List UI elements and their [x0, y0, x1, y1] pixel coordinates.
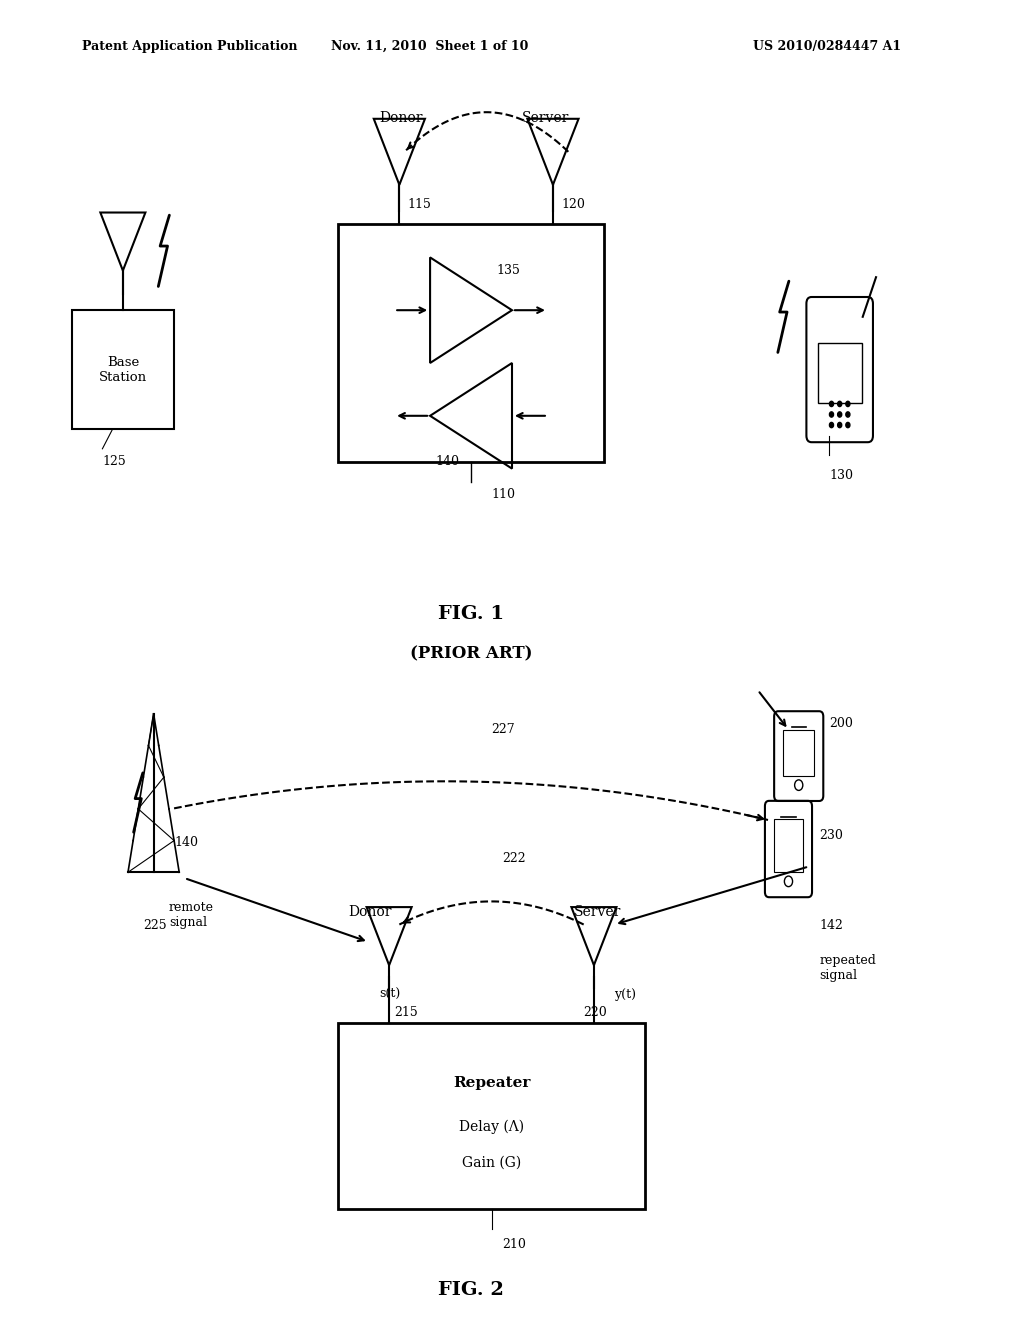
Text: (PRIOR ART): (PRIOR ART): [410, 645, 532, 661]
Circle shape: [838, 412, 842, 417]
Text: 225: 225: [143, 919, 167, 932]
Circle shape: [829, 412, 834, 417]
Text: Donor: Donor: [348, 904, 391, 919]
Text: 140: 140: [174, 836, 198, 849]
Text: 222: 222: [502, 853, 525, 865]
Text: FIG. 1: FIG. 1: [438, 605, 504, 623]
Text: Base
Station: Base Station: [99, 355, 146, 384]
Text: FIG. 2: FIG. 2: [438, 1282, 504, 1299]
Text: Server: Server: [573, 904, 621, 919]
Text: 110: 110: [492, 488, 515, 502]
Circle shape: [846, 401, 850, 407]
Text: 115: 115: [408, 198, 431, 211]
Text: 120: 120: [561, 198, 585, 211]
Text: 200: 200: [829, 717, 853, 730]
Text: Donor: Donor: [379, 111, 422, 125]
Circle shape: [838, 401, 842, 407]
Circle shape: [829, 422, 834, 428]
Text: 130: 130: [829, 469, 853, 482]
Circle shape: [829, 401, 834, 407]
Bar: [338, 224, 604, 462]
Text: y(t): y(t): [614, 989, 636, 1002]
Text: 220: 220: [584, 1006, 607, 1019]
Text: 140: 140: [435, 455, 459, 469]
Text: Gain (G): Gain (G): [462, 1155, 521, 1170]
Circle shape: [838, 422, 842, 428]
Text: Delay (Λ): Delay (Λ): [459, 1119, 524, 1134]
Text: repeated
signal: repeated signal: [819, 953, 877, 982]
Text: 142: 142: [819, 919, 843, 932]
Bar: [783, 730, 814, 776]
Text: Nov. 11, 2010  Sheet 1 of 10: Nov. 11, 2010 Sheet 1 of 10: [332, 40, 528, 53]
Bar: [774, 820, 803, 873]
Text: remote
signal: remote signal: [169, 902, 214, 929]
Circle shape: [846, 412, 850, 417]
Text: s(t): s(t): [379, 989, 400, 1002]
Text: Repeater: Repeater: [453, 1076, 530, 1090]
Bar: [72, 310, 174, 429]
Circle shape: [846, 422, 850, 428]
Text: US 2010/0284447 A1: US 2010/0284447 A1: [753, 40, 901, 53]
Text: 135: 135: [497, 264, 520, 277]
Text: 125: 125: [102, 455, 126, 469]
Text: 210: 210: [502, 1238, 525, 1251]
Text: 215: 215: [394, 1006, 418, 1019]
Text: 230: 230: [819, 829, 843, 842]
Text: 227: 227: [492, 723, 515, 735]
Bar: [817, 343, 862, 403]
Text: Server: Server: [522, 111, 569, 125]
Text: Patent Application Publication: Patent Application Publication: [82, 40, 297, 53]
Bar: [338, 1023, 645, 1209]
